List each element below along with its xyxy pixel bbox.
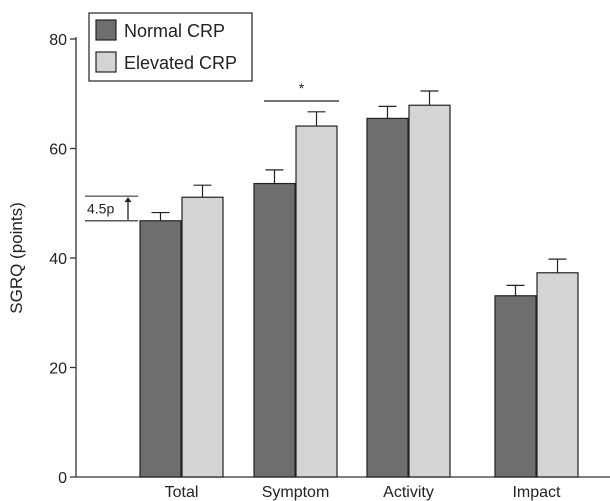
bar xyxy=(408,104,451,478)
x-tick-label: Total xyxy=(165,484,199,501)
bar xyxy=(494,295,537,478)
bar xyxy=(181,196,224,478)
y-tick-label: 60 xyxy=(49,142,67,159)
y-axis-title: SGRQ (points) xyxy=(7,202,26,313)
y-tick-label: 20 xyxy=(49,361,67,378)
bar xyxy=(139,220,182,478)
x-axis: Total Symptom Activity Impact xyxy=(76,476,610,501)
error-bars xyxy=(151,90,567,296)
y-tick-label: 80 xyxy=(49,32,67,49)
legend-swatch xyxy=(95,51,117,73)
legend: Normal CRP Elevated CRP xyxy=(88,12,253,82)
annotations: * 4.5p xyxy=(85,80,339,222)
legend-label: Normal CRP xyxy=(124,21,225,41)
x-tick-label: Activity xyxy=(383,484,434,501)
bar xyxy=(536,272,579,478)
y-axis: 0 20 40 60 80 xyxy=(49,32,77,487)
bars xyxy=(139,104,579,478)
x-tick-label: Impact xyxy=(512,484,561,501)
bar xyxy=(253,182,296,478)
bar xyxy=(295,125,338,478)
x-tick-label: Symptom xyxy=(262,484,330,501)
y-tick-label: 40 xyxy=(49,251,67,268)
legend-swatch xyxy=(95,19,117,41)
y-tick-label: 0 xyxy=(58,470,67,487)
significance-marker: * xyxy=(299,80,305,96)
difference-label: 4.5p xyxy=(87,200,114,216)
bar xyxy=(366,117,409,478)
difference-arrow-head xyxy=(124,197,132,203)
legend-label: Elevated CRP xyxy=(124,53,237,73)
